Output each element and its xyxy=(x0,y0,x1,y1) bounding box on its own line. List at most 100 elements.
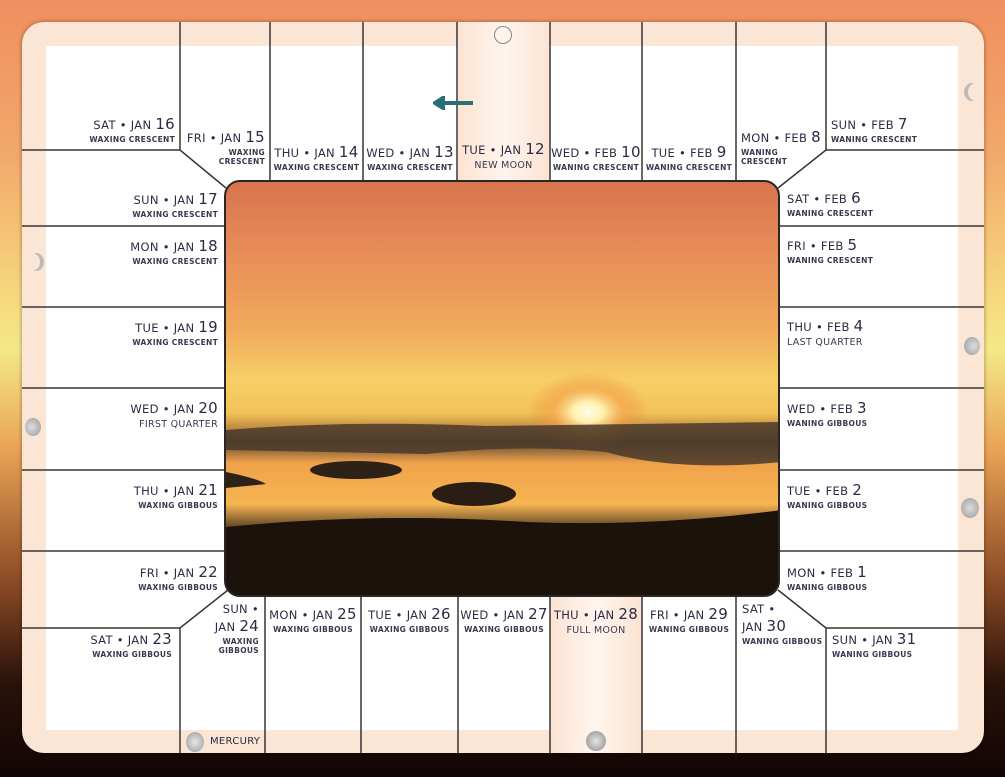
day-cell-label: MON • FEB 8 WANING CRESCENT xyxy=(741,128,826,166)
moon-phase: WAXING CRESCENT xyxy=(132,257,218,266)
month: JAN xyxy=(503,608,525,622)
waning-gibbous-moon-icon xyxy=(961,498,979,518)
arrow-left-icon xyxy=(433,96,473,110)
weekday: FRI xyxy=(186,131,206,145)
day-date: MON • JAN 25 xyxy=(269,605,357,623)
day-date: WED • JAN 27 xyxy=(460,605,548,623)
moon-phase: WAXING GIBBOUS xyxy=(138,583,218,592)
day-date: TUE • JAN 12 xyxy=(462,140,545,158)
day-cell-label: FRI • JAN 15 WAXING CRESCENT xyxy=(180,128,265,166)
month: JAN xyxy=(314,146,335,160)
month: JAN xyxy=(593,608,615,622)
weekday: MON xyxy=(787,566,816,580)
month: FEB xyxy=(825,484,849,498)
date-number: 18 xyxy=(198,237,218,255)
day-date: TUE • FEB 9 xyxy=(651,143,727,161)
day-date: SUN • JAN 24 xyxy=(214,602,259,635)
date-number: 24 xyxy=(239,616,259,635)
date-number: 2 xyxy=(852,481,863,499)
weekday: TUE xyxy=(368,608,392,622)
moon-phase: WANING CRESCENT xyxy=(552,163,640,172)
day-date: WED • JAN 20 xyxy=(130,399,218,417)
date-number: 31 xyxy=(896,630,917,648)
day-date: WED • FEB 3 xyxy=(787,399,867,417)
date-number: 29 xyxy=(708,605,729,623)
date-number: 19 xyxy=(198,318,218,336)
day-cell-label: SAT • FEB 6 WANING CRESCENT xyxy=(787,189,967,218)
day-cell-label: WED • JAN 13 WAXING CRESCENT xyxy=(363,143,457,172)
weekday: THU xyxy=(133,484,159,498)
day-cell-label: SUN • JAN 17 WAXING CRESCENT xyxy=(40,190,218,219)
date-number: 6 xyxy=(851,189,861,207)
weekday: WED xyxy=(551,146,580,160)
weekday: MON xyxy=(269,608,298,622)
weekday: TUE xyxy=(651,146,676,160)
moon-phase: WANING GIBBOUS xyxy=(787,419,868,428)
moon-phase: WAXING GIBBOUS xyxy=(138,501,218,510)
moon-phase: WANING CRESCENT xyxy=(831,135,918,144)
new-moon-highlight xyxy=(458,22,550,180)
weekday: SUN xyxy=(222,602,248,616)
day-cell-label: THU • JAN 28 FULL MOON xyxy=(550,605,642,636)
day-cell-label: SAT • JAN 30 WANING GIBBOUS xyxy=(742,602,826,646)
weekday: TUE xyxy=(135,321,159,335)
month: JAN xyxy=(173,193,195,207)
month: FEB xyxy=(824,192,848,206)
date-number: 10 xyxy=(621,143,641,161)
weekday: MON xyxy=(130,240,159,254)
day-date: SUN • FEB 7 xyxy=(831,115,908,133)
moon-phase: FULL MOON xyxy=(566,625,626,636)
month: JAN xyxy=(173,240,195,254)
day-date: THU • FEB 4 xyxy=(787,317,864,335)
day-cell-label: FRI • JAN 29 WANING GIBBOUS xyxy=(642,605,736,634)
month: JAN xyxy=(683,608,705,622)
month: JAN xyxy=(872,633,893,647)
weekday: SAT xyxy=(742,602,765,616)
day-date: SAT • JAN 23 xyxy=(90,630,172,648)
day-cell-label: THU • JAN 21 WAXING GIBBOUS xyxy=(40,481,218,510)
month: FEB xyxy=(690,146,713,160)
weekday: WED xyxy=(130,402,159,416)
day-cell-label: FRI • JAN 22 WAXING GIBBOUS xyxy=(40,563,218,592)
date-number: 3 xyxy=(857,399,867,417)
moon-phase: WAXING CRESCENT xyxy=(89,135,175,144)
day-cell-label: WED • JAN 20 FIRST QUARTER xyxy=(40,399,218,430)
month: FEB xyxy=(830,566,854,580)
day-date: WED • FEB 10 xyxy=(551,143,641,161)
moon-phase: WAXING GIBBOUS xyxy=(92,650,172,659)
date-number: 12 xyxy=(525,140,545,158)
day-cell-label: TUE • JAN 12 NEW MOON xyxy=(457,140,550,171)
date-number: 21 xyxy=(198,481,218,499)
sunrise-photo xyxy=(224,180,780,597)
moon-phase: WANING GIBBOUS xyxy=(648,625,730,634)
weekday: WED xyxy=(787,402,816,416)
date-number: 26 xyxy=(431,605,451,623)
day-cell-label: THU • FEB 4 LAST QUARTER xyxy=(787,317,967,348)
month: FEB xyxy=(830,402,854,416)
month: FEB xyxy=(871,118,894,132)
date-number: 7 xyxy=(897,115,908,133)
moon-phase: WANING GIBBOUS xyxy=(787,583,868,592)
moon-phase: FIRST QUARTER xyxy=(139,419,218,430)
weekday: THU xyxy=(553,608,579,622)
day-date: SUN • JAN 31 xyxy=(832,630,917,648)
day-date: THU • JAN 28 xyxy=(553,605,639,623)
weekday: SUN xyxy=(831,118,857,132)
month: JAN xyxy=(409,146,431,160)
month: JAN xyxy=(742,619,763,634)
moon-phase: WANING GIBBOUS xyxy=(832,650,913,659)
date-number: 4 xyxy=(853,317,864,335)
date-number: 13 xyxy=(434,143,454,161)
day-date: SAT • FEB 6 xyxy=(787,189,861,207)
moon-phase: WAXING CRESCENT xyxy=(132,210,218,219)
date-number: 16 xyxy=(155,115,175,133)
weekday: FRI xyxy=(649,608,669,622)
moon-phase: WAXING CRESCENT xyxy=(367,163,453,172)
month: JAN xyxy=(173,566,195,580)
moon-phase: WAXING GIBBOUS xyxy=(369,625,450,634)
day-date: TUE • JAN 19 xyxy=(135,318,218,336)
date-number: 1 xyxy=(857,563,867,581)
day-date: MON • FEB 8 xyxy=(741,128,821,146)
mercury-icon xyxy=(186,732,204,752)
date-number: 17 xyxy=(198,190,218,208)
